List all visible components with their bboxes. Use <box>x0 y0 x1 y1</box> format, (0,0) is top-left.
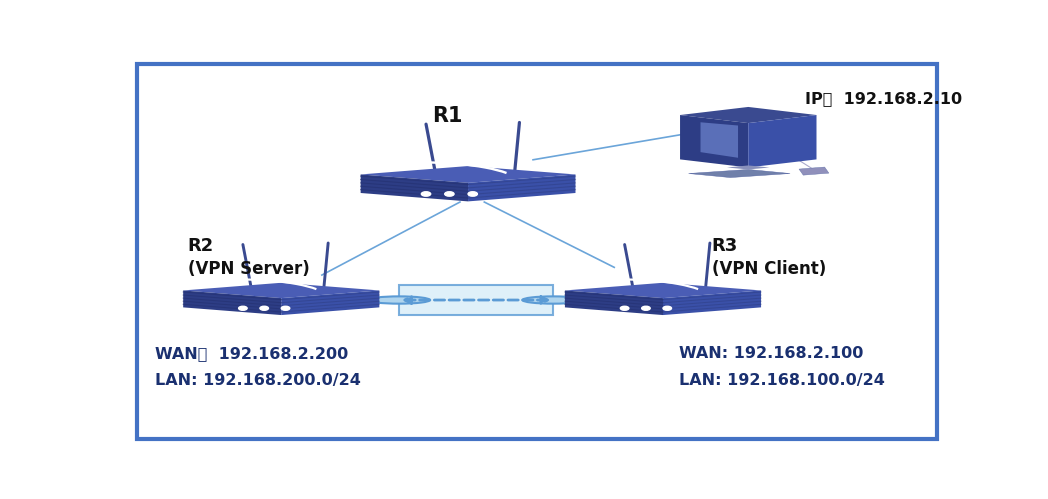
Text: R1: R1 <box>433 106 463 126</box>
Text: LAN: 192.168.100.0/24: LAN: 192.168.100.0/24 <box>679 373 886 388</box>
Circle shape <box>468 192 478 196</box>
Polygon shape <box>727 166 769 170</box>
Polygon shape <box>183 283 379 298</box>
Circle shape <box>239 306 247 310</box>
Polygon shape <box>680 107 816 123</box>
Text: WAN：  192.168.2.200: WAN： 192.168.2.200 <box>155 346 349 361</box>
Text: R3: R3 <box>712 237 738 255</box>
Polygon shape <box>361 166 575 183</box>
Polygon shape <box>799 167 829 175</box>
Polygon shape <box>281 290 379 315</box>
Circle shape <box>421 192 431 196</box>
Polygon shape <box>361 175 468 202</box>
Circle shape <box>444 192 454 196</box>
Polygon shape <box>468 175 575 202</box>
Polygon shape <box>565 283 761 298</box>
Polygon shape <box>689 170 790 178</box>
Text: R2: R2 <box>188 237 214 255</box>
Text: WAN: 192.168.2.100: WAN: 192.168.2.100 <box>679 346 864 361</box>
Text: LAN: 192.168.200.0/24: LAN: 192.168.200.0/24 <box>155 373 362 388</box>
Circle shape <box>260 306 268 310</box>
Circle shape <box>663 306 672 310</box>
Polygon shape <box>700 122 738 158</box>
Ellipse shape <box>523 296 584 304</box>
Polygon shape <box>399 285 553 315</box>
Polygon shape <box>565 290 663 315</box>
Text: (VPN Client): (VPN Client) <box>712 260 826 278</box>
Circle shape <box>620 306 629 310</box>
Ellipse shape <box>368 296 430 304</box>
Polygon shape <box>680 115 748 168</box>
Text: (VPN Server): (VPN Server) <box>188 260 309 278</box>
Text: IP：  192.168.2.10: IP： 192.168.2.10 <box>805 91 962 106</box>
Polygon shape <box>663 290 761 315</box>
Circle shape <box>641 306 650 310</box>
Circle shape <box>281 306 290 310</box>
Polygon shape <box>748 115 816 168</box>
Polygon shape <box>183 290 281 315</box>
